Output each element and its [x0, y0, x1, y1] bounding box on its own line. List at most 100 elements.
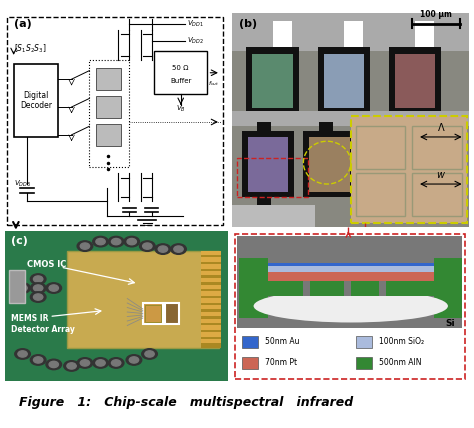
FancyBboxPatch shape [201, 312, 221, 316]
Circle shape [18, 351, 27, 357]
Text: $\Lambda$: $\Lambda$ [437, 121, 445, 133]
Text: $V_{DD3}$: $V_{DD3}$ [14, 179, 31, 189]
Circle shape [34, 285, 43, 291]
FancyBboxPatch shape [412, 126, 462, 169]
Circle shape [111, 238, 121, 245]
Circle shape [46, 359, 62, 370]
FancyBboxPatch shape [273, 21, 292, 51]
Circle shape [80, 360, 90, 366]
FancyBboxPatch shape [356, 173, 405, 216]
Circle shape [49, 361, 58, 368]
FancyBboxPatch shape [9, 270, 25, 303]
Circle shape [171, 244, 186, 254]
Text: $V_{DD2}$: $V_{DD2}$ [187, 36, 204, 46]
Text: MEMS IR
Detector Array: MEMS IR Detector Array [11, 314, 75, 334]
Circle shape [145, 351, 154, 357]
FancyBboxPatch shape [356, 336, 372, 348]
Text: 50nm Au: 50nm Au [265, 337, 300, 347]
FancyBboxPatch shape [242, 336, 258, 348]
FancyBboxPatch shape [201, 332, 221, 337]
FancyBboxPatch shape [96, 68, 120, 90]
Text: 100 μm: 100 μm [420, 10, 452, 19]
Circle shape [174, 246, 183, 252]
FancyBboxPatch shape [5, 231, 228, 381]
FancyBboxPatch shape [263, 111, 277, 124]
Circle shape [93, 358, 109, 368]
FancyBboxPatch shape [344, 21, 363, 51]
FancyBboxPatch shape [389, 47, 441, 113]
FancyBboxPatch shape [319, 122, 333, 133]
Circle shape [34, 294, 43, 300]
Circle shape [109, 358, 124, 368]
Text: Si: Si [446, 319, 455, 329]
Circle shape [111, 360, 121, 366]
FancyBboxPatch shape [201, 264, 221, 269]
FancyBboxPatch shape [232, 205, 315, 227]
Text: $f_{out}$: $f_{out}$ [209, 79, 220, 88]
Text: $V_{DD1}$: $V_{DD1}$ [187, 18, 204, 29]
Circle shape [15, 283, 30, 293]
Text: 100nm SiO₂: 100nm SiO₂ [379, 337, 424, 347]
FancyBboxPatch shape [257, 122, 271, 133]
Circle shape [109, 236, 124, 247]
FancyBboxPatch shape [303, 131, 356, 197]
Text: 70nm Pt: 70nm Pt [265, 358, 298, 368]
FancyBboxPatch shape [154, 51, 208, 94]
FancyBboxPatch shape [232, 111, 469, 126]
FancyBboxPatch shape [268, 272, 434, 281]
FancyBboxPatch shape [7, 17, 223, 225]
Circle shape [126, 355, 142, 365]
FancyBboxPatch shape [201, 291, 221, 296]
FancyBboxPatch shape [268, 262, 434, 266]
FancyBboxPatch shape [309, 137, 349, 192]
FancyBboxPatch shape [232, 205, 315, 227]
FancyBboxPatch shape [232, 13, 469, 51]
FancyBboxPatch shape [318, 47, 370, 113]
FancyBboxPatch shape [334, 111, 348, 124]
FancyBboxPatch shape [257, 195, 271, 208]
FancyBboxPatch shape [252, 54, 292, 108]
Circle shape [139, 241, 155, 251]
Text: $V_B$: $V_B$ [176, 104, 186, 114]
FancyBboxPatch shape [379, 281, 386, 295]
FancyBboxPatch shape [14, 64, 58, 137]
Circle shape [34, 357, 43, 363]
Text: $[S_1S_2S_3]$: $[S_1S_2S_3]$ [14, 43, 46, 56]
FancyBboxPatch shape [143, 303, 163, 324]
FancyBboxPatch shape [201, 285, 221, 289]
FancyBboxPatch shape [356, 126, 405, 169]
Text: 50 Ω: 50 Ω [173, 65, 189, 71]
Circle shape [46, 283, 62, 293]
Text: Digital
Decoder: Digital Decoder [20, 91, 52, 110]
Circle shape [77, 358, 93, 368]
FancyBboxPatch shape [434, 258, 462, 318]
Text: CMOS IC: CMOS IC [27, 259, 66, 269]
Circle shape [142, 349, 157, 359]
FancyBboxPatch shape [201, 325, 221, 330]
FancyBboxPatch shape [201, 251, 221, 348]
Circle shape [96, 360, 105, 366]
FancyBboxPatch shape [268, 281, 434, 295]
Circle shape [124, 236, 139, 247]
FancyBboxPatch shape [67, 251, 219, 348]
Circle shape [67, 363, 76, 369]
Circle shape [49, 285, 58, 291]
FancyBboxPatch shape [351, 116, 467, 223]
Circle shape [30, 355, 46, 365]
FancyBboxPatch shape [201, 271, 221, 276]
FancyBboxPatch shape [239, 258, 268, 318]
FancyBboxPatch shape [237, 235, 462, 329]
Circle shape [15, 349, 30, 359]
FancyBboxPatch shape [356, 357, 372, 369]
Text: $w$: $w$ [436, 170, 446, 180]
FancyBboxPatch shape [242, 357, 258, 369]
FancyBboxPatch shape [232, 13, 469, 227]
FancyBboxPatch shape [96, 124, 120, 146]
Circle shape [80, 243, 90, 249]
FancyBboxPatch shape [201, 251, 221, 255]
Circle shape [30, 292, 46, 302]
FancyBboxPatch shape [344, 281, 351, 295]
FancyBboxPatch shape [201, 298, 221, 303]
FancyBboxPatch shape [415, 21, 434, 51]
FancyBboxPatch shape [90, 60, 129, 167]
